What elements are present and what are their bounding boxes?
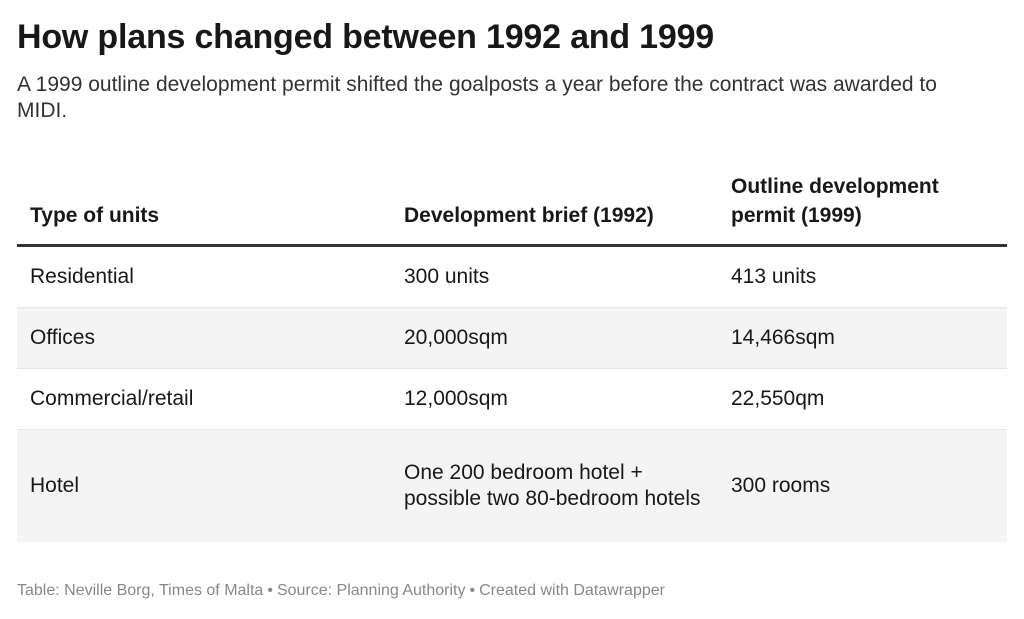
table-cell: 20,000sqm (392, 307, 719, 369)
footer-separator: • (469, 582, 476, 599)
table-cell: 413 units (719, 245, 1007, 308)
data-table: Type of units Development brief (1992) O… (17, 172, 1007, 542)
chart-subtitle: A 1999 outline development permit shifte… (17, 73, 937, 122)
table-cell: 12,000sqm (392, 368, 719, 430)
table-cell: 22,550qm (719, 368, 1007, 430)
column-header-1992: Development brief (1992) (392, 172, 719, 247)
table-row: Residential 300 units 413 units (17, 245, 1007, 308)
table-cell: Offices (17, 307, 392, 369)
table-cell: Hotel (17, 429, 392, 542)
column-header-type: Type of units (17, 172, 392, 247)
table-cell: Commercial/retail (17, 368, 392, 430)
footer-source: Source: Planning Authority (276, 582, 466, 599)
table-row: Commercial/retail 12,000sqm 22,550qm (17, 368, 1007, 430)
chart-title: How plans changed between 1992 and 1999 (17, 18, 715, 56)
table-header-row: Type of units Development brief (1992) O… (17, 172, 1007, 247)
footer-separator: • (267, 582, 273, 599)
chart-footer: Table: Neville Borg, Times of Malta • Sour… (17, 581, 665, 601)
table-cell: 300 rooms (719, 429, 1007, 542)
table-cell: 300 units (392, 245, 719, 308)
footer-tool: Created with Datawrapper (479, 582, 665, 599)
footer-credit: Table: Neville Borg, Times of Malta (17, 582, 264, 599)
table-cell: 14,466sqm (719, 307, 1007, 369)
chart-container: How plans changed between 1992 and 1999 … (17, 16, 1007, 542)
table-row: Hotel One 200 bedroom hotel + possible t… (17, 429, 1007, 542)
table-row: Offices 20,000sqm 14,466sqm (17, 307, 1007, 369)
table-cell: Residential (17, 245, 392, 308)
table-cell: One 200 bedroom hotel + possible two 80-… (392, 429, 719, 542)
column-header-1999: Outline development permit (1999) (719, 172, 1007, 247)
